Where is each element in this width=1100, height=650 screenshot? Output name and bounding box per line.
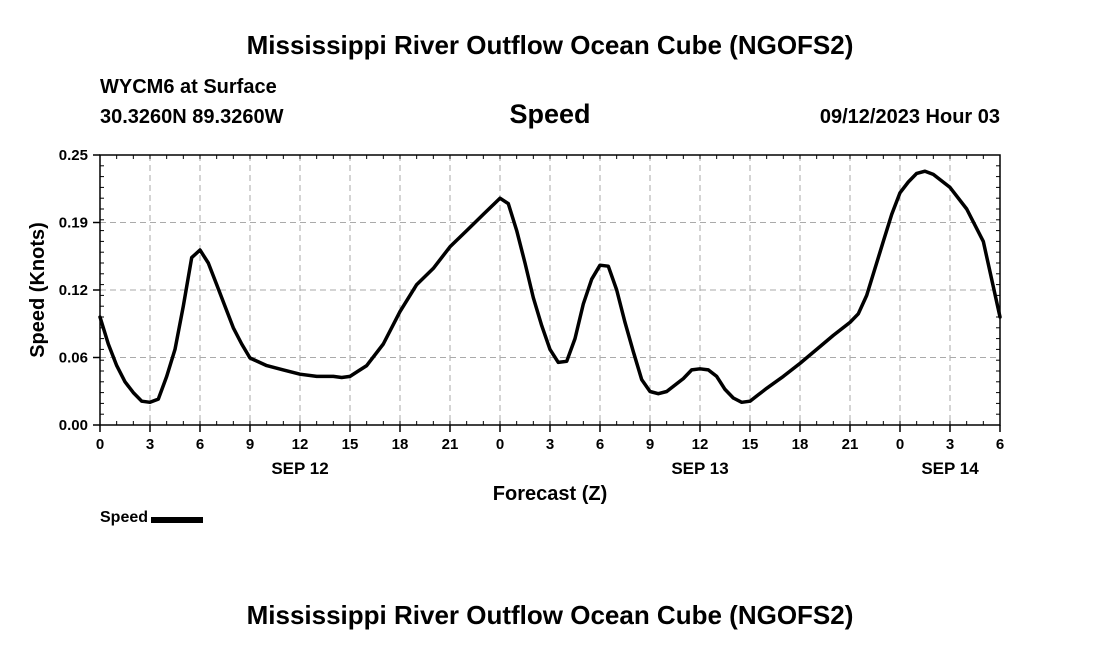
forecast-timestamp: 09/12/2023 Hour 03 [819,106,1000,128]
y-axis: 0.00 0.06 0.12 0.19 0.25 [59,147,100,434]
date-label: SEP 14 [921,459,979,478]
x-tick-label: 6 [996,436,1004,453]
legend-label: Speed [100,509,149,526]
legend-line-swatch [151,517,204,523]
x-tick-label: 3 [946,436,954,453]
date-labels: SEP 12 SEP 13 SEP 14 [271,459,979,478]
x-tick-label: 6 [596,436,604,453]
date-label: SEP 12 [271,459,328,478]
x-axis-label: Forecast (Z) [493,483,607,505]
grid-lines [100,155,1000,425]
x-tick-label: 0 [896,436,904,453]
x-tick-label: 9 [646,436,654,453]
x-tick-label: 21 [442,436,459,453]
y-tick-label: 0.06 [59,350,88,367]
x-tick-label: 0 [96,436,104,453]
x-tick-label: 9 [246,436,254,453]
date-label: SEP 13 [671,459,728,478]
x-axis: 0 3 6 9 12 15 18 21 0 3 6 9 12 15 18 21 0 3 6 [96,425,1004,453]
x-tick-label: 3 [146,436,154,453]
y-axis-label: Speed (Knots) [27,222,49,358]
x-tick-label: 0 [496,436,504,453]
speed-series-line [98,169,1002,405]
x-tick-label: 3 [546,436,554,453]
legend: Speed [100,509,204,527]
y-tick-label: 0.25 [59,147,88,164]
x-tick-label: 15 [342,436,359,453]
chart-title-bottom: Mississippi River Outflow Ocean Cube (NG… [246,600,854,630]
x-tick-label: 12 [292,436,309,453]
x-tick-label: 18 [792,436,809,453]
station-coordinates: 30.3260N 89.3260W [100,106,284,128]
x-tick-label: 15 [742,436,759,453]
x-tick-label: 12 [692,436,709,453]
y-tick-label: 0.12 [59,282,88,299]
x-tick-label: 21 [842,436,859,453]
chart-title-top: Mississippi River Outflow Ocean Cube (NG… [246,30,854,60]
y-tick-label: 0.19 [59,215,88,232]
x-tick-label: 6 [196,436,204,453]
x-tick-label: 18 [392,436,409,453]
station-label: WYCM6 at Surface [100,76,277,98]
y-tick-label: 0.00 [59,417,88,434]
plot-title: Speed [509,99,591,129]
